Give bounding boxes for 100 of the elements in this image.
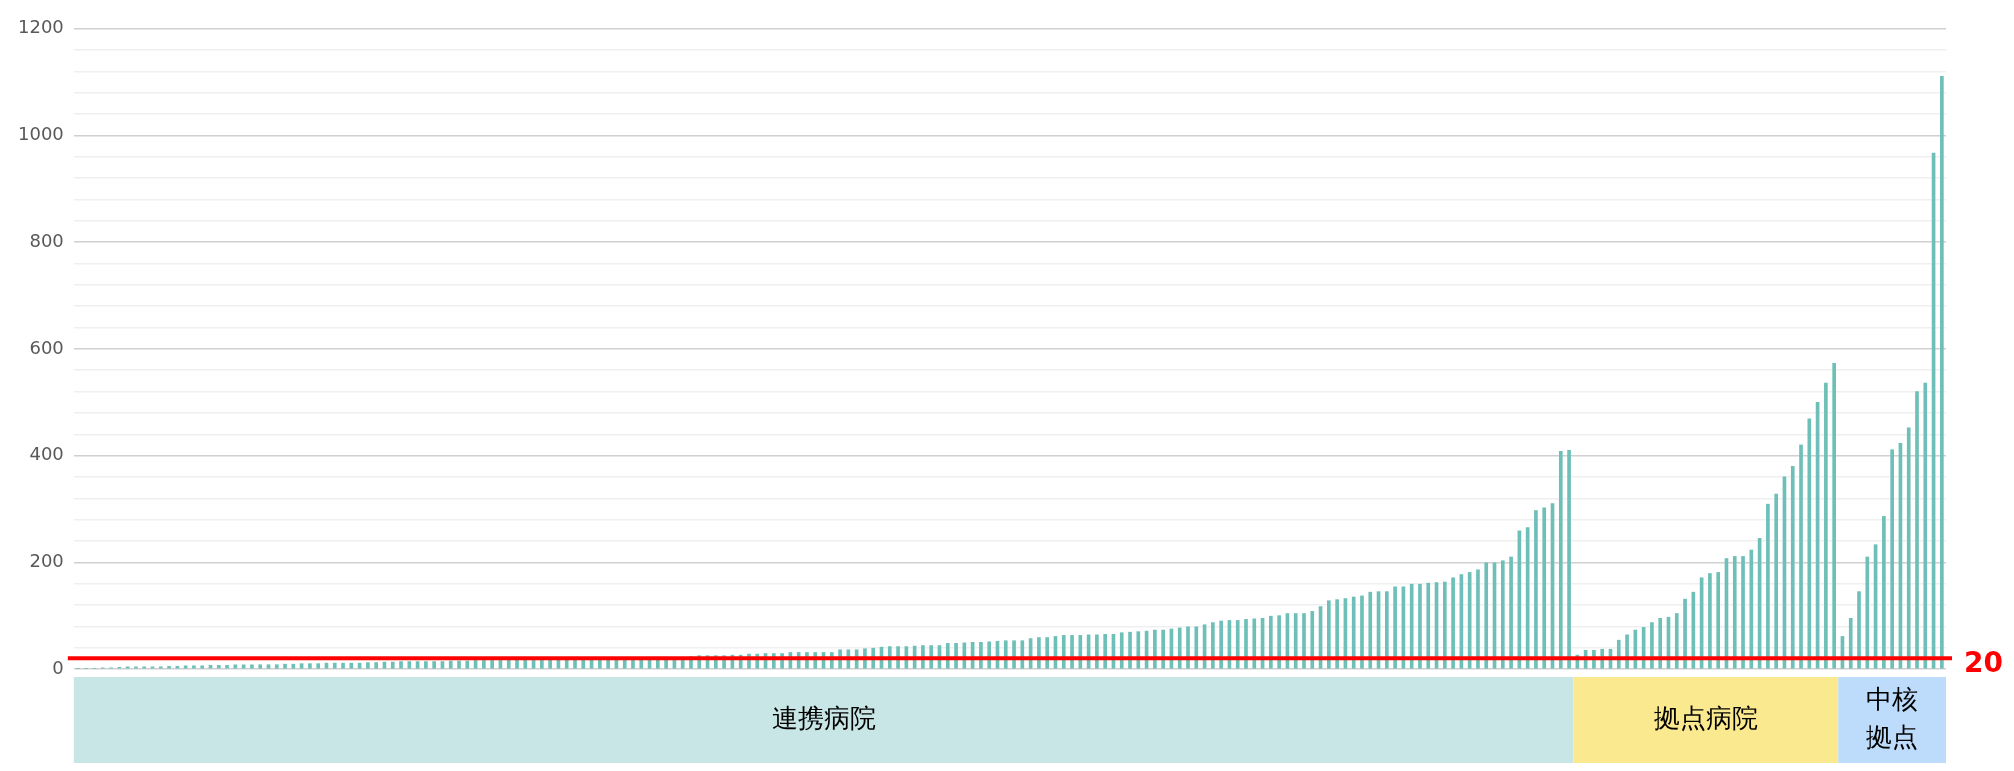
bar [1683,598,1687,669]
bar [515,659,519,669]
bar [1418,583,1422,669]
bar [274,664,279,669]
bar [332,662,337,669]
y-tick-label: 600 [29,336,64,358]
bar [341,662,345,669]
bar [167,666,171,669]
bar [200,665,205,669]
y-tick-label: 200 [29,549,64,571]
bar [432,661,436,669]
bar [1219,620,1223,669]
bar [366,662,370,669]
bar [1824,382,1828,669]
bar [1923,382,1928,669]
bar [208,664,213,669]
bar [1807,418,1812,669]
bar [1915,391,1919,669]
bar [1650,622,1654,669]
bar [374,662,379,669]
bar [1177,627,1182,669]
bar [465,660,470,669]
ref-line-label: 20 [1964,645,2003,679]
bar [1749,549,1754,669]
bar [225,664,229,669]
bar [1293,613,1298,669]
bar [399,661,403,669]
bar [1244,619,1248,669]
bar [1774,493,1779,669]
y-tick-label: 0 [52,656,64,678]
bar [1534,510,1538,669]
bar [1500,560,1505,669]
bar [1442,581,1447,669]
bar [1476,569,1480,669]
bar [192,665,196,669]
bar [1269,615,1273,669]
bar [1451,577,1455,669]
bar [250,664,254,669]
series-label: 中核拠点 [1866,683,1919,752]
bar [216,664,221,669]
bar [1558,451,1563,669]
y-tick-label: 1000 [18,123,64,145]
bar [1890,449,1894,669]
bar [1194,626,1199,669]
bar [1542,507,1547,669]
bar [175,666,180,669]
bar [1360,595,1364,669]
bar [1799,444,1803,669]
bar [1302,613,1306,669]
bar [1335,599,1339,669]
bar [1832,362,1836,669]
bar [158,666,163,669]
y-tick-label: 800 [29,229,64,251]
bar [142,666,147,669]
bar [1252,618,1257,669]
bar [1409,583,1414,669]
bar [548,659,552,669]
bar [457,660,461,669]
bar [1766,503,1770,669]
bar [1385,591,1389,669]
bar [1351,596,1356,669]
bar [1865,556,1870,669]
bar [424,661,428,669]
bar [1235,620,1240,669]
bar [1708,573,1712,669]
bar [506,659,511,669]
bar [1310,611,1315,669]
bar [1658,617,1663,669]
bar [407,661,412,669]
bar [233,664,238,669]
bar [258,664,263,669]
bar [1790,465,1795,669]
bar [1426,582,1431,669]
y-tick-label: 1200 [18,16,64,38]
bar [482,660,486,669]
bar [1906,427,1911,669]
bar [308,663,312,669]
bar [1393,586,1397,669]
bar [1674,613,1679,669]
bar [1567,449,1571,669]
bar [1186,626,1190,669]
bar [1857,591,1861,669]
bar [540,659,544,669]
bar [1940,75,1944,669]
bar [266,664,271,669]
bar [183,665,188,669]
y-tick-label: 400 [29,443,64,465]
bar [490,660,494,669]
bar [1277,615,1281,669]
bar [448,660,453,669]
series-label: 連携病院 [771,702,876,733]
bar [1716,572,1721,669]
bar [134,666,138,669]
bar [1741,556,1745,669]
bar [283,663,287,669]
series-label: 拠点病院 [1653,702,1758,733]
bar [241,664,246,669]
bar [1211,622,1215,669]
bar [1484,562,1489,669]
bar [299,663,304,669]
